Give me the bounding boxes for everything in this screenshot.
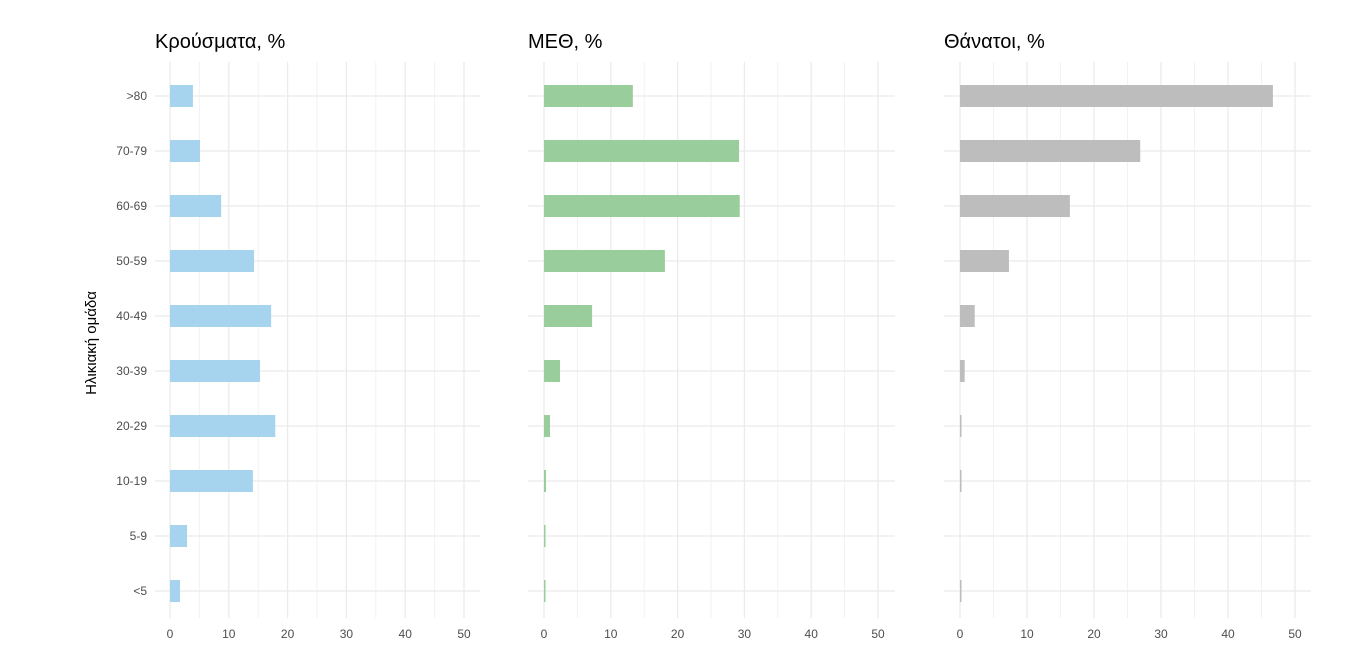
y-tick-label: 40-49 bbox=[116, 309, 147, 323]
bar-20-29 bbox=[544, 415, 551, 437]
bar-40-49 bbox=[170, 305, 272, 327]
bar-30-39 bbox=[544, 360, 561, 382]
x-tick-label: 30 bbox=[340, 627, 354, 641]
panel-title: Κρούσματα, % bbox=[155, 31, 286, 53]
x-tick-label: 30 bbox=[738, 627, 752, 641]
x-tick-label: 40 bbox=[399, 627, 413, 641]
bar-40-49 bbox=[960, 305, 975, 327]
panel-title: Θάνατοι, % bbox=[944, 31, 1045, 53]
bar-<5 bbox=[170, 580, 180, 602]
x-tick-label: 40 bbox=[1221, 627, 1235, 641]
x-tick-label: 30 bbox=[1154, 627, 1168, 641]
bar-50-59 bbox=[544, 250, 665, 272]
bar-70-79 bbox=[544, 140, 740, 162]
x-tick-label: 50 bbox=[871, 627, 885, 641]
y-tick-label: 50-59 bbox=[116, 254, 147, 268]
x-tick-label: 40 bbox=[805, 627, 819, 641]
x-tick-label: 20 bbox=[1087, 627, 1101, 641]
y-tick-label: 70-79 bbox=[116, 144, 147, 158]
x-tick-label: 10 bbox=[604, 627, 618, 641]
bar-50-59 bbox=[960, 250, 1009, 272]
bar-<5 bbox=[544, 580, 546, 602]
bar->80 bbox=[544, 85, 633, 107]
bar-70-79 bbox=[170, 140, 200, 162]
x-tick-label: 0 bbox=[167, 627, 174, 641]
y-tick-label: 30-39 bbox=[116, 364, 147, 378]
x-tick-label: 20 bbox=[281, 627, 295, 641]
bar-5-9 bbox=[170, 525, 188, 547]
bar-30-39 bbox=[960, 360, 965, 382]
bar-20-29 bbox=[960, 415, 962, 437]
x-tick-label: 0 bbox=[541, 627, 548, 641]
y-axis-label: Ηλικιακή ομάδα bbox=[83, 291, 100, 395]
bar-60-69 bbox=[170, 195, 222, 217]
bar-20-29 bbox=[170, 415, 276, 437]
bar-5-9 bbox=[544, 525, 546, 547]
bar-10-19 bbox=[960, 470, 962, 492]
x-tick-label: 10 bbox=[1020, 627, 1034, 641]
bar-10-19 bbox=[170, 470, 253, 492]
y-tick-label: 20-29 bbox=[116, 419, 147, 433]
bar-60-69 bbox=[960, 195, 1070, 217]
x-tick-label: 0 bbox=[957, 627, 964, 641]
bar-<5 bbox=[960, 580, 962, 602]
bar->80 bbox=[960, 85, 1273, 107]
y-tick-label: 5-9 bbox=[130, 529, 148, 543]
x-tick-label: 50 bbox=[457, 627, 471, 641]
y-tick-label: 10-19 bbox=[116, 474, 147, 488]
bar-40-49 bbox=[544, 305, 593, 327]
panel-title: ΜΕΘ, % bbox=[528, 31, 603, 53]
y-tick-label: >80 bbox=[127, 89, 148, 103]
bar->80 bbox=[170, 85, 193, 107]
bar-30-39 bbox=[170, 360, 260, 382]
x-tick-label: 50 bbox=[1288, 627, 1302, 641]
bar-70-79 bbox=[960, 140, 1141, 162]
bar-10-19 bbox=[544, 470, 547, 492]
x-tick-label: 10 bbox=[222, 627, 236, 641]
bar-60-69 bbox=[544, 195, 740, 217]
x-tick-label: 20 bbox=[671, 627, 685, 641]
bar-50-59 bbox=[170, 250, 255, 272]
y-tick-label: <5 bbox=[133, 584, 147, 598]
y-tick-label: 60-69 bbox=[116, 199, 147, 213]
